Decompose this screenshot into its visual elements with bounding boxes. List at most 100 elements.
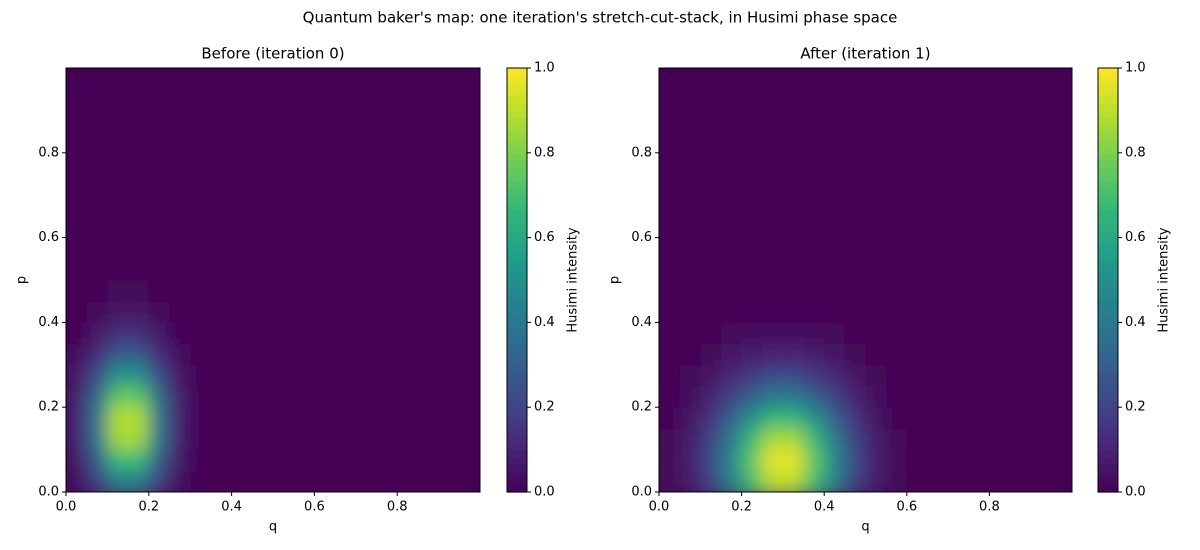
heatmap-cell: [210, 449, 233, 472]
heatmap-cell: [376, 131, 398, 154]
heatmap-cell: [314, 216, 336, 239]
heatmap-cell: [273, 110, 295, 133]
heatmap-cell: [335, 195, 357, 217]
colorbar-segment: [1098, 477, 1118, 486]
heatmap-cell: [107, 407, 129, 429]
x-axis-label: q: [269, 520, 277, 535]
colorbar-segment: [507, 265, 527, 274]
heatmap-cell: [107, 131, 129, 154]
heatmap-cell: [128, 322, 150, 345]
heatmap-cell: [376, 407, 398, 429]
colorbar-segment: [507, 428, 527, 437]
heatmap-cell: [844, 89, 866, 111]
heatmap-cell: [210, 237, 233, 260]
heatmap-cell: [169, 364, 191, 387]
colorbar-segment: [507, 230, 527, 239]
heatmap-cell: [107, 258, 129, 281]
heatmap-cell: [762, 216, 784, 239]
heatmap-cell: [1051, 428, 1072, 451]
heatmap-cell: [355, 152, 377, 175]
heatmap-cell: [252, 131, 274, 154]
heatmap-cell: [865, 322, 887, 345]
heatmap-cell: [190, 152, 212, 175]
heatmap-cell: [741, 237, 763, 260]
heatmap-cell: [417, 301, 440, 323]
y-tick-label: 0.8: [38, 145, 59, 160]
colorbar-segment: [507, 294, 527, 302]
heatmap-cell: [169, 386, 191, 408]
heatmap-cell: [782, 449, 805, 472]
heatmap-cell: [1030, 301, 1052, 323]
colorbar-segment: [1098, 421, 1118, 429]
heatmap-cell: [865, 386, 887, 408]
heatmap-cell: [762, 449, 784, 472]
colorbar-tick-label: 0.4: [1125, 315, 1146, 330]
heatmap-cell: [989, 280, 1011, 302]
heatmap-cell: [927, 258, 949, 281]
colorbar-segment: [1098, 174, 1118, 182]
heatmap-cell: [824, 301, 846, 323]
colorbar-segment: [507, 138, 527, 147]
heatmap-cell: [438, 428, 460, 451]
heatmap-cell: [989, 301, 1011, 323]
heatmap-cell: [968, 131, 990, 154]
heatmap-cell: [459, 195, 480, 217]
heatmap-cell: [459, 449, 480, 472]
heatmap-cell: [148, 68, 170, 90]
heatmap-cell: [762, 131, 784, 154]
heatmap-cell: [169, 407, 191, 429]
heatmap-cell: [886, 301, 908, 323]
colorbar-tick-label: 0.8: [534, 145, 555, 160]
heatmap-cell: [438, 364, 460, 387]
heatmap-cell: [438, 322, 460, 345]
heatmap-cell: [417, 386, 440, 408]
heatmap-cell: [720, 407, 743, 429]
colorbar-tick-label: 0.2: [1125, 400, 1146, 415]
heatmap-cell: [314, 364, 336, 387]
heatmap-cell: [1051, 258, 1072, 281]
heatmap-cell: [107, 449, 129, 472]
heatmap-cell: [459, 89, 480, 111]
heatmap-cell: [824, 110, 846, 133]
x-tick-label: 0.0: [649, 500, 670, 515]
heatmap-cell: [66, 237, 88, 260]
heatmap-cell: [169, 216, 191, 239]
colorbar-segment: [1098, 209, 1118, 217]
x-tick-label: 0.2: [731, 500, 752, 515]
heatmap-cell: [679, 428, 701, 451]
heatmap-cell: [231, 216, 253, 239]
heatmap-cell: [438, 237, 460, 260]
colorbar-segment: [1098, 378, 1118, 387]
heatmap-cell: [231, 428, 253, 451]
heatmap-cell: [128, 258, 150, 281]
heatmap-cell: [782, 258, 805, 281]
heatmap-cell: [1030, 364, 1052, 387]
heatmap-cell: [782, 89, 805, 111]
heatmap-cell: [844, 343, 866, 366]
colorbar-segment: [507, 152, 527, 161]
heatmap-cell: [1030, 258, 1052, 281]
heatmap-cell: [210, 195, 233, 217]
heatmap-cell: [906, 364, 928, 387]
heatmap-cell: [335, 322, 357, 345]
axes-title: Before (iteration 0): [201, 45, 344, 63]
colorbar-segment: [1098, 428, 1118, 437]
heatmap-cell: [252, 449, 274, 472]
heatmap-cell: [824, 89, 846, 111]
heatmap-cell: [252, 470, 274, 492]
colorbar-segment: [1098, 145, 1118, 154]
colorbar-segment: [1098, 244, 1118, 253]
heatmap-cell: [335, 258, 357, 281]
heatmap-cell: [417, 428, 440, 451]
colorbar-segment: [1098, 435, 1118, 444]
heatmap-cell: [66, 131, 88, 154]
heatmap-cell: [844, 68, 866, 90]
heatmap-cell: [1010, 110, 1032, 133]
heatmap-cell: [679, 322, 701, 345]
heatmap-cell: [1010, 152, 1032, 175]
heatmap-cell: [355, 174, 377, 196]
heatmap-cell: [190, 449, 212, 472]
heatmap-cell: [741, 174, 763, 196]
heatmap-cell: [252, 258, 274, 281]
heatmap-cell: [231, 195, 253, 217]
